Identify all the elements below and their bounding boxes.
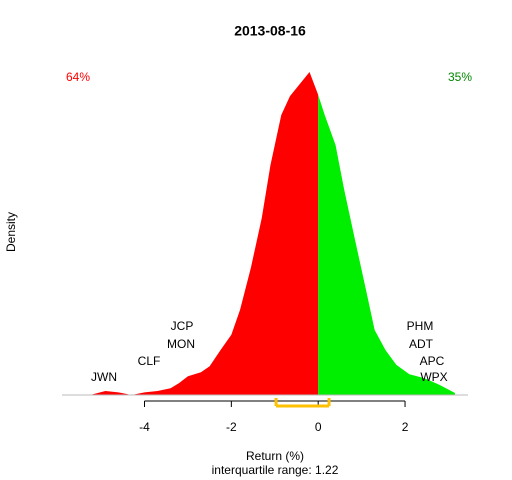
- stock-label: PHM: [407, 319, 434, 333]
- x-tick-label: -4: [139, 420, 150, 434]
- stock-label: APC: [420, 354, 445, 368]
- y-axis-label: Density: [4, 212, 18, 252]
- x-tick-label: -2: [226, 420, 237, 434]
- stock-label: WPX: [420, 370, 447, 384]
- x-tick-label: 0: [315, 420, 322, 434]
- stock-label: MON: [167, 337, 195, 351]
- subtitle: interquartile range: 1.22: [212, 463, 339, 477]
- chart-title: 2013-08-16: [234, 23, 306, 39]
- share-label: 35%: [448, 70, 472, 84]
- stock-label: JCP: [171, 319, 194, 333]
- x-tick-label: 2: [402, 420, 409, 434]
- share-label: 64%: [66, 70, 90, 84]
- density-area: [92, 72, 319, 395]
- stock-label: ADT: [409, 337, 434, 351]
- stock-label: JWN: [91, 370, 117, 384]
- density-area: [318, 94, 455, 395]
- x-axis-label: Return (%): [246, 449, 304, 463]
- stock-label: CLF: [138, 354, 161, 368]
